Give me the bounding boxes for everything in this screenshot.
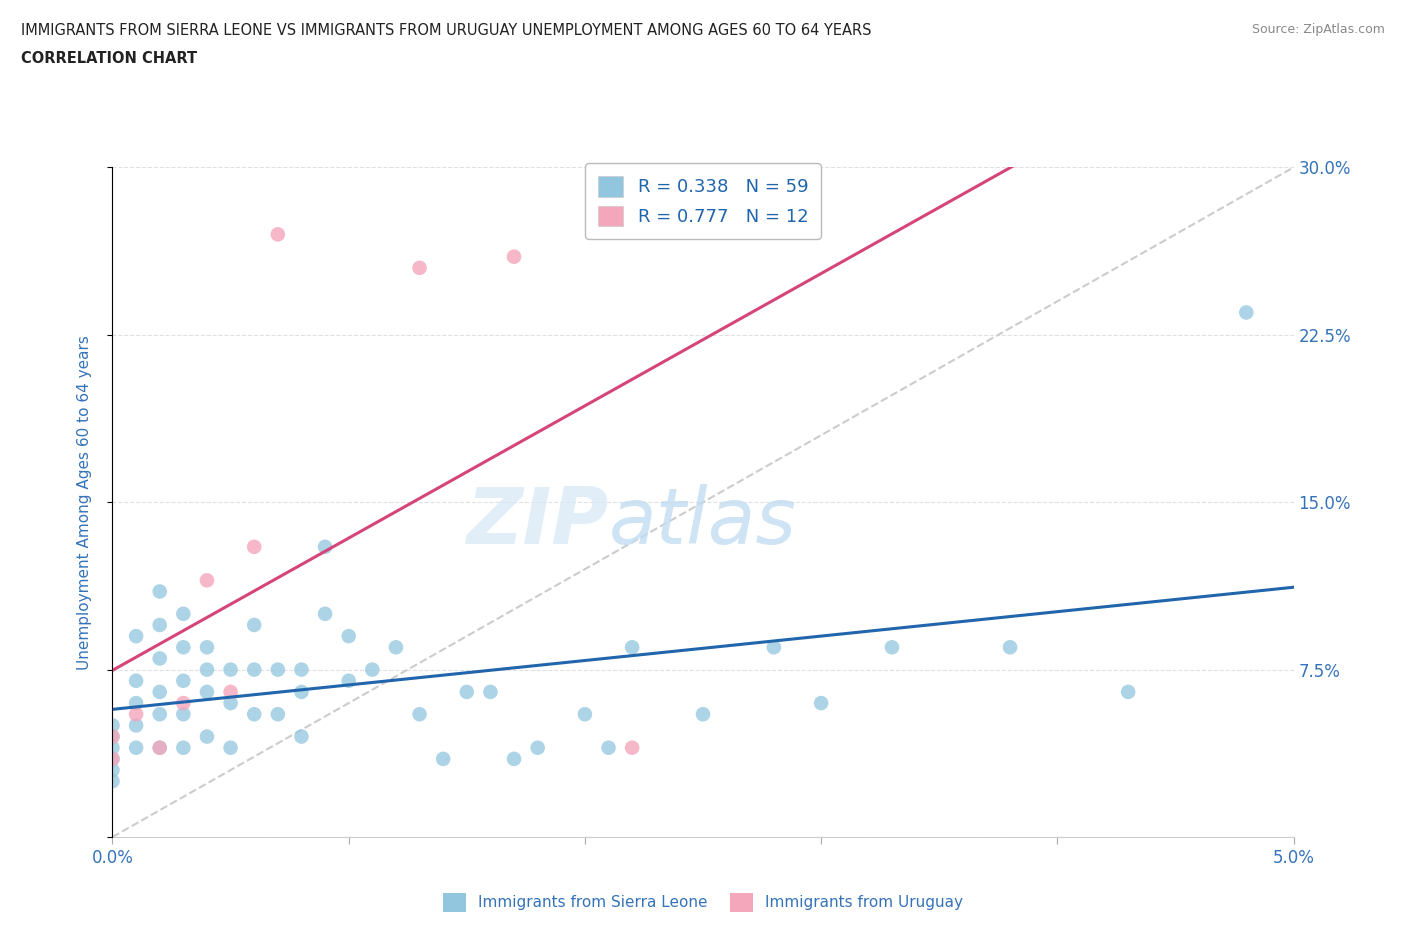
Point	[880, 640, 903, 655]
Point	[503, 249, 526, 264]
Point	[195, 573, 218, 588]
Point	[195, 684, 218, 699]
Point	[149, 651, 172, 666]
Point	[219, 740, 242, 755]
Point	[125, 718, 148, 733]
Point	[1234, 305, 1257, 320]
Point	[125, 707, 148, 722]
Point	[149, 740, 172, 755]
Point	[125, 629, 148, 644]
Point	[314, 606, 336, 621]
Point	[290, 684, 312, 699]
Point	[762, 640, 785, 655]
Point	[479, 684, 502, 699]
Point	[385, 640, 408, 655]
Point	[810, 696, 832, 711]
Point	[101, 729, 124, 744]
Point	[125, 696, 148, 711]
Point	[101, 740, 124, 755]
Point	[219, 684, 242, 699]
Point	[267, 227, 290, 242]
Point	[243, 707, 266, 722]
Point	[172, 740, 194, 755]
Point	[101, 751, 124, 766]
Point	[243, 662, 266, 677]
Point	[598, 740, 620, 755]
Point	[456, 684, 478, 699]
Text: ZIP: ZIP	[467, 485, 609, 560]
Point	[149, 584, 172, 599]
Legend: R = 0.338   N = 59, R = 0.777   N = 12: R = 0.338 N = 59, R = 0.777 N = 12	[585, 163, 821, 239]
Text: CORRELATION CHART: CORRELATION CHART	[21, 51, 197, 66]
Point	[337, 673, 360, 688]
Point	[361, 662, 384, 677]
Legend: Immigrants from Sierra Leone, Immigrants from Uruguay: Immigrants from Sierra Leone, Immigrants…	[436, 887, 970, 918]
Point	[101, 718, 124, 733]
Point	[149, 740, 172, 755]
Point	[172, 696, 194, 711]
Point	[149, 684, 172, 699]
Point	[172, 707, 194, 722]
Point	[408, 260, 430, 275]
Y-axis label: Unemployment Among Ages 60 to 64 years: Unemployment Among Ages 60 to 64 years	[77, 335, 91, 670]
Point	[243, 618, 266, 632]
Point	[219, 662, 242, 677]
Text: IMMIGRANTS FROM SIERRA LEONE VS IMMIGRANTS FROM URUGUAY UNEMPLOYMENT AMONG AGES : IMMIGRANTS FROM SIERRA LEONE VS IMMIGRAN…	[21, 23, 872, 38]
Text: atlas: atlas	[609, 485, 796, 560]
Point	[267, 662, 290, 677]
Point	[172, 640, 194, 655]
Point	[125, 673, 148, 688]
Point	[149, 707, 172, 722]
Point	[290, 662, 312, 677]
Point	[267, 707, 290, 722]
Point	[314, 539, 336, 554]
Point	[621, 640, 644, 655]
Point	[172, 673, 194, 688]
Text: Source: ZipAtlas.com: Source: ZipAtlas.com	[1251, 23, 1385, 36]
Point	[101, 751, 124, 766]
Point	[337, 629, 360, 644]
Point	[1116, 684, 1139, 699]
Point	[692, 707, 714, 722]
Point	[101, 763, 124, 777]
Point	[290, 729, 312, 744]
Point	[243, 539, 266, 554]
Point	[219, 696, 242, 711]
Point	[101, 774, 124, 789]
Point	[621, 740, 644, 755]
Point	[503, 751, 526, 766]
Point	[195, 640, 218, 655]
Point	[149, 618, 172, 632]
Point	[574, 707, 596, 722]
Point	[125, 740, 148, 755]
Point	[101, 729, 124, 744]
Point	[432, 751, 454, 766]
Point	[408, 707, 430, 722]
Point	[998, 640, 1021, 655]
Point	[195, 729, 218, 744]
Point	[526, 740, 548, 755]
Point	[195, 662, 218, 677]
Point	[172, 606, 194, 621]
